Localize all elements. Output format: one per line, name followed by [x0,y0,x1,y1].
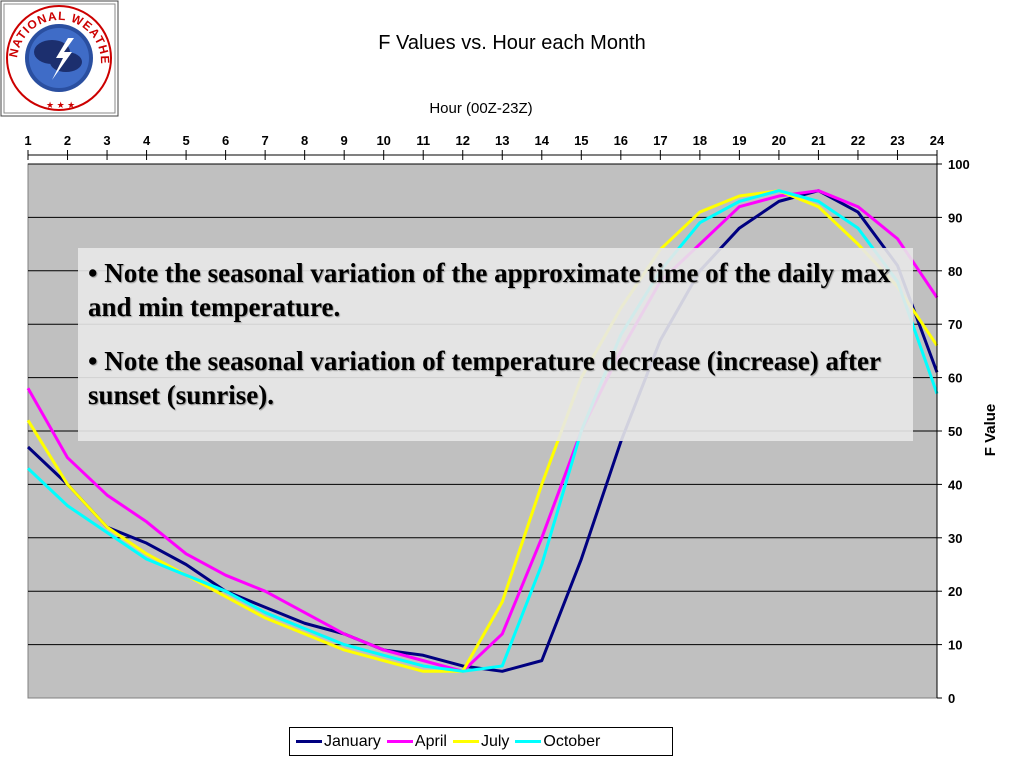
x-tick-label: 20 [772,133,786,148]
x-tick-label: 15 [574,133,588,148]
x-tick-label: 7 [262,133,269,148]
legend-item-july: July [452,732,510,751]
x-tick-label: 13 [495,133,509,148]
notes-box: • Note the seasonal variation of the app… [78,248,913,441]
x-tick-label: 21 [811,133,825,148]
chart-legend: January April July October [289,727,673,756]
y-tick-label: 100 [948,157,970,172]
legend-swatch [296,740,322,743]
x-tick-label: 14 [535,133,550,148]
y-tick-label: 50 [948,424,962,439]
x-tick-label: 8 [301,133,308,148]
y-tick-label: 20 [948,584,962,599]
y-axis-label: F Value [982,404,999,457]
x-tick-label: 22 [851,133,865,148]
legend-swatch [515,740,542,743]
series-line-april [26,189,939,673]
legend-label: April [414,732,447,750]
note-1: • Note the seasonal variation of the app… [88,258,891,322]
y-tick-label: 90 [948,210,962,225]
x-tick-label: 19 [732,133,746,148]
x-tick-label: 18 [693,133,707,148]
legend-label: July [480,732,510,750]
x-tick-label: 4 [143,133,151,148]
x-tick-label: 6 [222,133,229,148]
x-tick-label: 1 [24,133,31,148]
x-tick-label: 24 [930,133,945,148]
x-tick-label: 16 [614,133,628,148]
legend-item-january: January [296,733,381,751]
y-tick-label: 0 [948,691,955,706]
svg-text:★ ★ ★: ★ ★ ★ [46,100,75,110]
y-tick-label: 70 [948,317,962,332]
chart-title: F Values vs. Hour each Month [378,32,646,54]
nws-logo-icon: NATIONAL WEATHER SERVICE ★ ★ ★ [0,0,119,117]
y-tick-label: 40 [948,477,962,492]
legend-item-april: April [386,732,447,751]
y-tick-label: 30 [948,531,962,546]
x-tick-label: 2 [64,133,71,148]
legend-label: October [543,732,601,750]
x-tick-label: 12 [456,133,470,148]
x-tick-label: 17 [653,133,667,148]
x-tick-label: 10 [376,133,390,148]
legend-label: January [324,732,381,750]
x-tick-label: 23 [890,133,904,148]
y-tick-label: 60 [948,371,962,386]
y-tick-label: 10 [948,638,962,653]
note-2: • Note the seasonal variation of tempera… [88,346,881,410]
legend-swatch [452,740,479,743]
series-line-october [26,189,939,673]
y-tick-label: 80 [948,264,962,279]
x-tick-label: 9 [341,133,348,148]
legend-item-october: October [515,733,600,751]
x-tick-label: 11 [416,133,430,148]
x-axis-label: Hour (00Z-23Z) [429,100,532,117]
legend-swatch [386,740,413,743]
x-tick-label: 3 [103,133,110,148]
x-tick-label: 5 [182,133,189,148]
